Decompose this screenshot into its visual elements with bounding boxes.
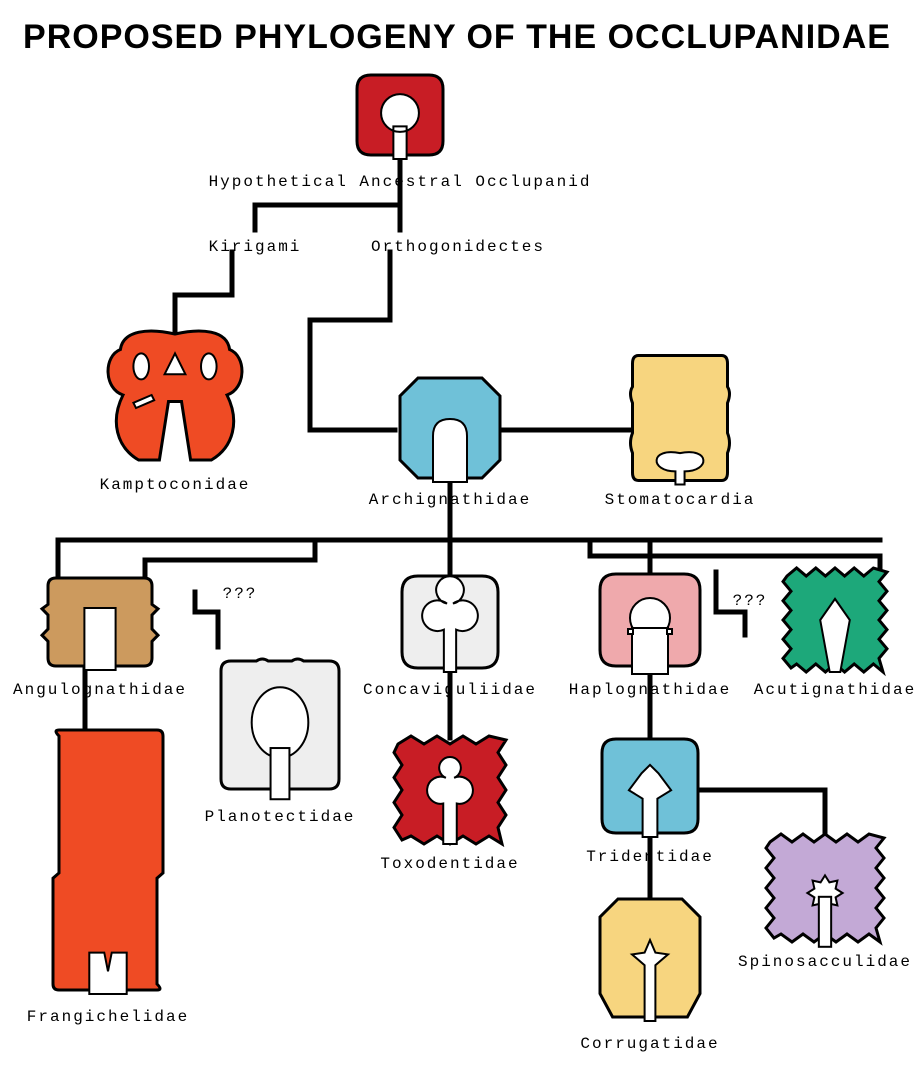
label-orthogonidectes_lbl: Orthogonidectes	[371, 238, 545, 256]
label-corrugatidae: Corrugatidae	[580, 1035, 719, 1053]
label-stomatocardia: Stomatocardia	[605, 491, 756, 509]
node-kamptoconidae	[108, 331, 242, 460]
node-tridentidae	[602, 739, 698, 837]
label-spinosacculidae: Spinosacculidae	[738, 953, 912, 971]
node-corrugatidae	[600, 899, 700, 1021]
node-acutignathidae	[783, 568, 887, 672]
label-toxodentidae: Toxodentidae	[380, 855, 519, 873]
node-planotectidae	[221, 659, 339, 799]
label-angulognathidae: Angulognathidae	[13, 681, 187, 699]
node-spinosacculidae	[766, 834, 884, 947]
label-frangichelidae: Frangichelidae	[27, 1008, 189, 1026]
label-kamptoconidae: Kamptoconidae	[100, 476, 251, 494]
label-archignathidae: Archignathidae	[369, 491, 531, 509]
node-haplognathidae	[600, 574, 700, 674]
label-q2: ???	[733, 592, 768, 610]
edge	[195, 592, 218, 647]
node-angulognathidae	[42, 578, 158, 670]
label-planotectidae: Planotectidae	[205, 808, 356, 826]
edge	[590, 540, 880, 572]
edge	[145, 540, 315, 578]
node-archignathidae	[400, 378, 500, 482]
diagram-svg	[0, 0, 914, 1070]
edge	[698, 790, 825, 835]
node-stomatocardia	[631, 356, 730, 485]
label-tridentidae: Tridentidae	[586, 848, 714, 866]
label-q1: ???	[223, 585, 258, 603]
label-concaviguliidae: Concaviguliidae	[363, 681, 537, 699]
label-haplognathidae: Haplognathidae	[569, 681, 731, 699]
label-kirigami_lbl: Kirigami	[209, 238, 302, 256]
node-ancestor	[357, 75, 443, 159]
edge	[175, 252, 232, 330]
label-acutignathidae: Acutignathidae	[754, 681, 914, 699]
node-concaviguliidae	[402, 576, 498, 672]
node-frangichelidae	[53, 730, 163, 994]
edge	[310, 252, 395, 430]
node-toxodentidae	[394, 736, 506, 844]
label-ancestor: Hypothetical Ancestral Occlupanid	[209, 173, 592, 191]
